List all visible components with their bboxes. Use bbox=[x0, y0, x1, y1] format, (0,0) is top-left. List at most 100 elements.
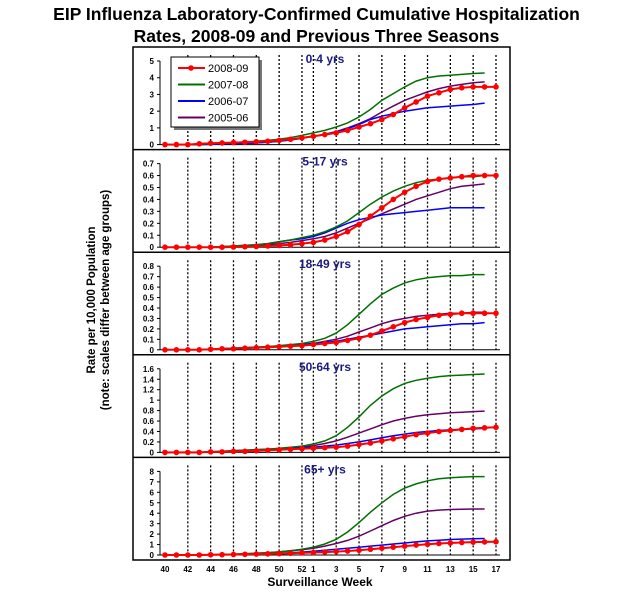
data-point bbox=[493, 538, 499, 545]
y-tick-label: 5 bbox=[150, 499, 155, 508]
data-point bbox=[424, 314, 431, 321]
y-tick-label: 0.4 bbox=[143, 304, 155, 313]
data-point bbox=[299, 342, 305, 349]
x-tick-label: 11 bbox=[423, 565, 432, 574]
data-point bbox=[264, 138, 271, 145]
data-point bbox=[321, 549, 328, 555]
y-tick-label: 0.1 bbox=[143, 231, 155, 240]
y-tick-label: 8 bbox=[150, 467, 155, 476]
data-point bbox=[321, 131, 328, 138]
data-point bbox=[264, 344, 271, 350]
data-point bbox=[470, 172, 476, 179]
data-point bbox=[253, 344, 260, 351]
panel-title: 0-4 yrs bbox=[306, 52, 345, 66]
data-point bbox=[390, 324, 397, 330]
data-point bbox=[379, 545, 385, 552]
data-point bbox=[173, 141, 180, 148]
data-point bbox=[230, 448, 237, 455]
data-point bbox=[287, 550, 294, 557]
data-point bbox=[242, 243, 248, 250]
data-point bbox=[344, 228, 351, 235]
data-point bbox=[333, 444, 340, 450]
data-point bbox=[185, 141, 191, 148]
data-point bbox=[287, 136, 294, 143]
data-point bbox=[413, 542, 419, 548]
data-point bbox=[470, 539, 476, 545]
data-point bbox=[470, 425, 476, 432]
y-tick-label: 0.2 bbox=[143, 438, 155, 447]
y-tick-label: 0.4 bbox=[143, 195, 155, 204]
data-point bbox=[276, 550, 282, 557]
data-point bbox=[356, 547, 362, 554]
y-tick-label: 3 bbox=[150, 520, 155, 529]
x-tick-label: 1 bbox=[311, 565, 316, 574]
data-point bbox=[390, 544, 397, 550]
data-point bbox=[276, 137, 282, 144]
legend-label: 2005-06 bbox=[208, 113, 248, 125]
data-point bbox=[310, 549, 317, 556]
data-point bbox=[253, 243, 260, 250]
data-point bbox=[379, 438, 385, 444]
x-tick-label: 7 bbox=[380, 565, 385, 574]
data-point bbox=[436, 312, 442, 319]
legend: 2008-09 2007-08 2006-07 2005-06 bbox=[170, 56, 262, 130]
data-point bbox=[458, 173, 465, 180]
x-axis-label: Surveillance Week bbox=[267, 575, 372, 589]
y-tick-label: 0.1 bbox=[143, 335, 155, 344]
data-point bbox=[276, 446, 282, 453]
data-point bbox=[493, 84, 499, 90]
data-point bbox=[447, 86, 454, 93]
x-tick-label: 50 bbox=[275, 565, 284, 574]
data-point bbox=[481, 310, 488, 317]
data-point bbox=[413, 183, 419, 190]
data-point bbox=[173, 347, 180, 353]
data-point bbox=[162, 244, 168, 250]
data-point bbox=[253, 448, 260, 454]
y-tick-label: 0 bbox=[150, 141, 155, 150]
y-tick-label: 0.5 bbox=[143, 294, 155, 303]
y-tick-label: 2 bbox=[150, 107, 155, 116]
data-point bbox=[447, 427, 454, 434]
data-point bbox=[481, 539, 488, 545]
data-point bbox=[379, 328, 385, 334]
y-tick-label: 3 bbox=[150, 90, 155, 99]
data-point bbox=[379, 204, 385, 211]
data-point bbox=[264, 551, 271, 557]
y-tick-label: 4 bbox=[150, 509, 155, 518]
data-point bbox=[436, 89, 442, 96]
data-point bbox=[458, 310, 465, 317]
data-point bbox=[253, 138, 260, 145]
data-point bbox=[321, 444, 328, 451]
panel-title: 5-17 yrs bbox=[302, 155, 348, 169]
y-tick-label: 0.4 bbox=[143, 428, 155, 437]
chart-frame bbox=[132, 46, 511, 561]
y-tick-label: 7 bbox=[150, 478, 155, 487]
x-tick-label: 40 bbox=[161, 565, 170, 574]
data-point bbox=[413, 99, 419, 105]
data-point bbox=[299, 240, 305, 247]
data-point bbox=[185, 347, 191, 353]
y-tick-label: 0.5 bbox=[143, 183, 155, 192]
y-tick-label: 1 bbox=[150, 124, 155, 133]
data-point bbox=[321, 237, 328, 243]
data-point bbox=[162, 141, 168, 148]
y-tick-label: 1.2 bbox=[143, 386, 155, 395]
x-tick-label: 44 bbox=[206, 565, 215, 574]
data-point bbox=[493, 424, 499, 431]
data-point bbox=[219, 244, 225, 250]
data-point bbox=[436, 540, 442, 547]
data-point bbox=[436, 176, 442, 182]
y-tick-label: 2 bbox=[150, 530, 155, 539]
data-point bbox=[230, 139, 237, 146]
x-tick-label: 42 bbox=[183, 565, 192, 574]
y-tick-label: 6 bbox=[150, 488, 155, 497]
data-point bbox=[299, 445, 305, 452]
data-point bbox=[356, 335, 362, 342]
data-point bbox=[242, 551, 248, 558]
data-point bbox=[333, 233, 340, 240]
data-point bbox=[299, 550, 305, 556]
y-tick-label: 0.6 bbox=[143, 172, 155, 181]
data-point bbox=[401, 433, 408, 440]
y-tick-label: 1 bbox=[150, 396, 155, 405]
data-point bbox=[424, 178, 431, 185]
